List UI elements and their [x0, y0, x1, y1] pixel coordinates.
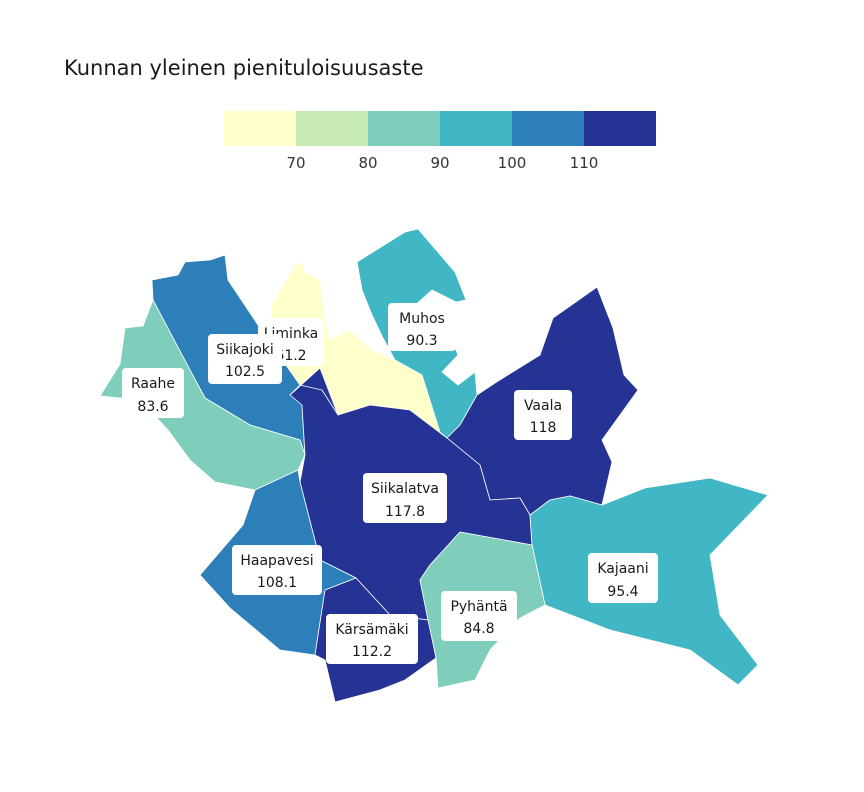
- label-kajaani-name: Kajaani: [597, 561, 648, 577]
- label-siikalatva: Siikalatva 117.8: [363, 473, 447, 523]
- region-siikalatva-overlap: [289, 367, 339, 416]
- label-haapavesi-name: Haapavesi: [240, 553, 313, 569]
- label-pyhanta-value: 84.8: [463, 621, 494, 637]
- label-vaala-name: Vaala: [524, 398, 562, 414]
- color-legend: [224, 111, 656, 146]
- label-pyhanta-name: Pyhäntä: [450, 599, 507, 615]
- legend-swatch-2: [368, 111, 440, 146]
- legend-tick-1: 80: [358, 154, 378, 172]
- label-raahe-value: 83.6: [137, 399, 168, 415]
- label-karsamaki: Kärsämäki 112.2: [326, 614, 418, 664]
- label-raahe-name: Raahe: [131, 376, 175, 392]
- label-siikajoki: Siikajoki 102.5: [208, 334, 282, 384]
- label-siikajoki-value: 102.5: [225, 364, 265, 380]
- legend-swatch-5: [584, 111, 656, 146]
- legend-swatch-4: [512, 111, 584, 146]
- chart-title: Kunnan yleinen pienituloisuusaste: [64, 56, 424, 80]
- label-vaala-value: 118: [530, 420, 557, 436]
- label-karsamaki-value: 112.2: [352, 644, 392, 660]
- label-vaala: Vaala 118: [514, 390, 572, 440]
- label-pyhanta: Pyhäntä 84.8: [441, 591, 517, 641]
- region-labels: Liminka 61.2 Muhos 90.3 Siikajoki 102.5 …: [122, 303, 658, 664]
- label-muhos-name: Muhos: [399, 311, 445, 327]
- label-karsamaki-name: Kärsämäki: [335, 622, 408, 638]
- legend-swatch-0: [224, 111, 296, 146]
- label-raahe: Raahe 83.6: [122, 368, 184, 418]
- label-siikalatva-value: 117.8: [385, 504, 425, 520]
- label-liminka-value: 61.2: [275, 348, 306, 364]
- legend-tick-3: 100: [497, 154, 527, 172]
- label-kajaani-value: 95.4: [607, 584, 638, 600]
- label-muhos-value: 90.3: [406, 333, 437, 349]
- label-kajaani: Kajaani 95.4: [588, 553, 658, 603]
- overlap-regions: [289, 367, 339, 416]
- legend-tick-2: 90: [430, 154, 450, 172]
- label-siikajoki-name: Siikajoki: [216, 342, 274, 358]
- legend-ticks: 70 80 90 100 110: [224, 154, 656, 174]
- legend-tick-4: 110: [569, 154, 599, 172]
- label-muhos: Muhos 90.3: [388, 303, 456, 351]
- label-haapavesi-value: 108.1: [257, 575, 297, 591]
- legend-swatch-3: [440, 111, 512, 146]
- legend-swatch-1: [296, 111, 368, 146]
- label-haapavesi: Haapavesi 108.1: [232, 545, 322, 595]
- region-raahe: [99, 299, 306, 491]
- label-siikalatva-name: Siikalatva: [371, 481, 439, 497]
- legend-tick-0: 70: [286, 154, 306, 172]
